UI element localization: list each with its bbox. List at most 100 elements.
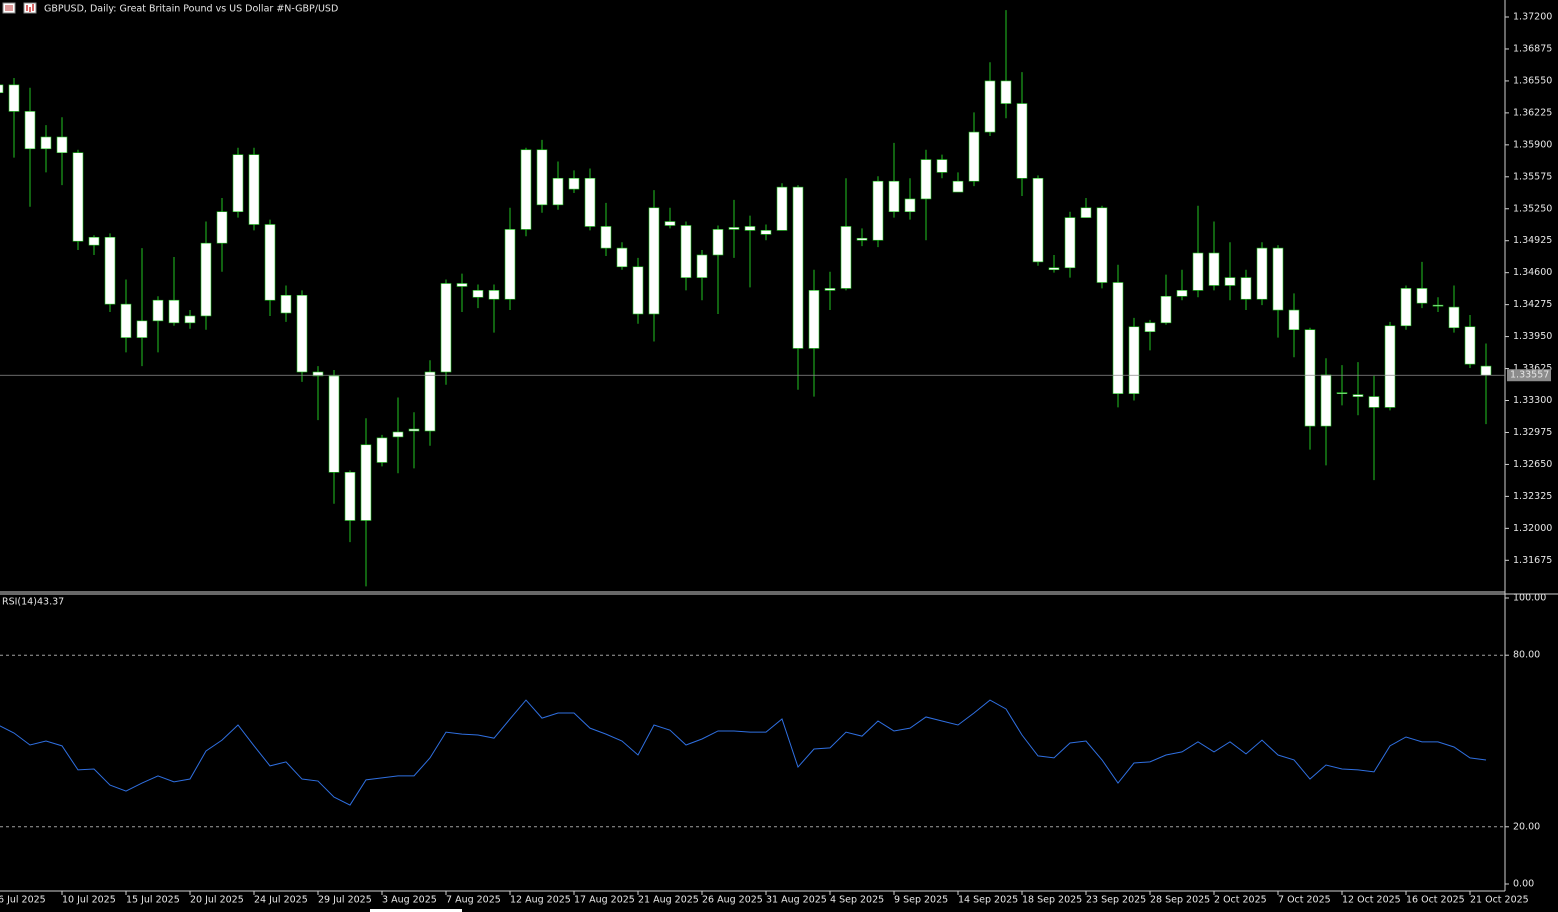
scrollbar[interactable] (370, 909, 462, 912)
x-tick-label: 16 Oct 2025 (1406, 895, 1465, 906)
candle-body (232, 154, 244, 213)
candle-body (1384, 325, 1396, 408)
x-tick-label: 12 Aug 2025 (510, 895, 571, 906)
candle-body (152, 299, 164, 322)
y-tick-label: 1.32650 (1513, 459, 1552, 470)
candle-body (264, 224, 276, 301)
y-tick-label: 0.00 (1513, 879, 1534, 890)
x-tick-label: 9 Sep 2025 (894, 895, 948, 906)
candle-body (680, 225, 692, 278)
candle-body (1256, 247, 1268, 300)
candle-body (1144, 322, 1156, 332)
candle-body (472, 290, 484, 298)
y-tick-label: 100.00 (1513, 593, 1546, 604)
candle-body (696, 254, 708, 278)
candle-body (936, 159, 948, 173)
chart-title: GBPUSD, Daily: Great Britain Pound vs US… (44, 4, 338, 15)
candle-body (760, 230, 772, 235)
x-tick-label: 10 Jul 2025 (62, 895, 116, 906)
y-tick-label: 1.34275 (1513, 299, 1552, 310)
y-tick-label: 1.36225 (1513, 107, 1552, 118)
x-tick-label: 14 Sep 2025 (958, 895, 1018, 906)
candle-body (1352, 394, 1364, 397)
candle-body (408, 428, 420, 432)
candle-body (1016, 103, 1028, 179)
y-tick-label: 1.34925 (1513, 235, 1552, 246)
candle-body (488, 290, 500, 300)
candle-body (1128, 326, 1140, 394)
x-tick-label: 21 Oct 2025 (1470, 895, 1529, 906)
candle-body (392, 431, 404, 438)
candle-body (1000, 80, 1012, 104)
y-tick-label: 1.32000 (1513, 523, 1552, 534)
candle-body (888, 180, 900, 213)
x-tick-label: 6 Jul 2025 (0, 895, 46, 906)
candle-body (456, 283, 468, 287)
candle-body (8, 84, 20, 112)
candle-body (88, 236, 100, 246)
candle-body (0, 84, 4, 94)
candle-body (312, 371, 324, 377)
candle-body (856, 237, 868, 241)
candle-body (1432, 304, 1444, 307)
candle-body (952, 180, 964, 193)
icon-bars (26, 4, 34, 12)
candle-body (72, 152, 84, 242)
x-tick-label: 23 Sep 2025 (1086, 895, 1146, 906)
candle-body (632, 266, 644, 315)
candle-body (168, 299, 180, 324)
y-tick-label: 20.00 (1513, 821, 1540, 832)
candle-body (1272, 247, 1284, 311)
y-tick-label: 1.32975 (1513, 427, 1552, 438)
candle-body (1032, 177, 1044, 263)
candle-body (40, 136, 52, 150)
candle-body (584, 177, 596, 227)
candle-body (904, 198, 916, 213)
x-tick-label: 3 Aug 2025 (382, 895, 437, 906)
candle-body (1448, 306, 1460, 329)
candle-body (664, 221, 676, 226)
candle-body (1112, 282, 1124, 394)
y-tick-label: 1.37200 (1513, 12, 1552, 23)
candle-body (1064, 217, 1076, 269)
y-tick-label: 1.31675 (1513, 555, 1552, 566)
candle-body (840, 226, 852, 289)
candle-body (136, 320, 148, 338)
candle-body (1240, 277, 1252, 300)
x-tick-label: 2 Oct 2025 (1214, 895, 1267, 906)
candle-body (120, 303, 132, 338)
x-tick-label: 7 Aug 2025 (446, 895, 501, 906)
candle-body (1464, 326, 1476, 365)
candle-body (504, 229, 516, 300)
symbol-icons (2, 2, 37, 14)
candle-body (1368, 396, 1380, 408)
candle-body (360, 444, 372, 521)
candle-body (728, 227, 740, 230)
candle-body (616, 247, 628, 268)
candle-body (648, 207, 660, 315)
candle-body (536, 149, 548, 206)
candle-body (872, 180, 884, 241)
candle-body (824, 288, 836, 291)
candle-body (968, 131, 980, 182)
candle-body (1480, 365, 1492, 376)
candle-body (24, 111, 36, 150)
candle-body (104, 236, 116, 305)
y-tick-label: 1.35250 (1513, 203, 1552, 214)
candle-body (1176, 290, 1188, 297)
x-tick-label: 21 Aug 2025 (638, 895, 699, 906)
y-tick-label: 1.33950 (1513, 331, 1552, 342)
y-tick-label: 1.32325 (1513, 491, 1552, 502)
candle-body (1288, 309, 1300, 331)
candle-body (712, 229, 724, 256)
candle-body (216, 211, 228, 244)
candle-body (1320, 374, 1332, 427)
candle-body (1208, 252, 1220, 286)
icon-lines (5, 5, 13, 11)
candle-body (792, 186, 804, 349)
rsi-title: RSI(14) (2, 597, 37, 608)
candle-body (296, 294, 308, 373)
candle-body (184, 315, 196, 324)
